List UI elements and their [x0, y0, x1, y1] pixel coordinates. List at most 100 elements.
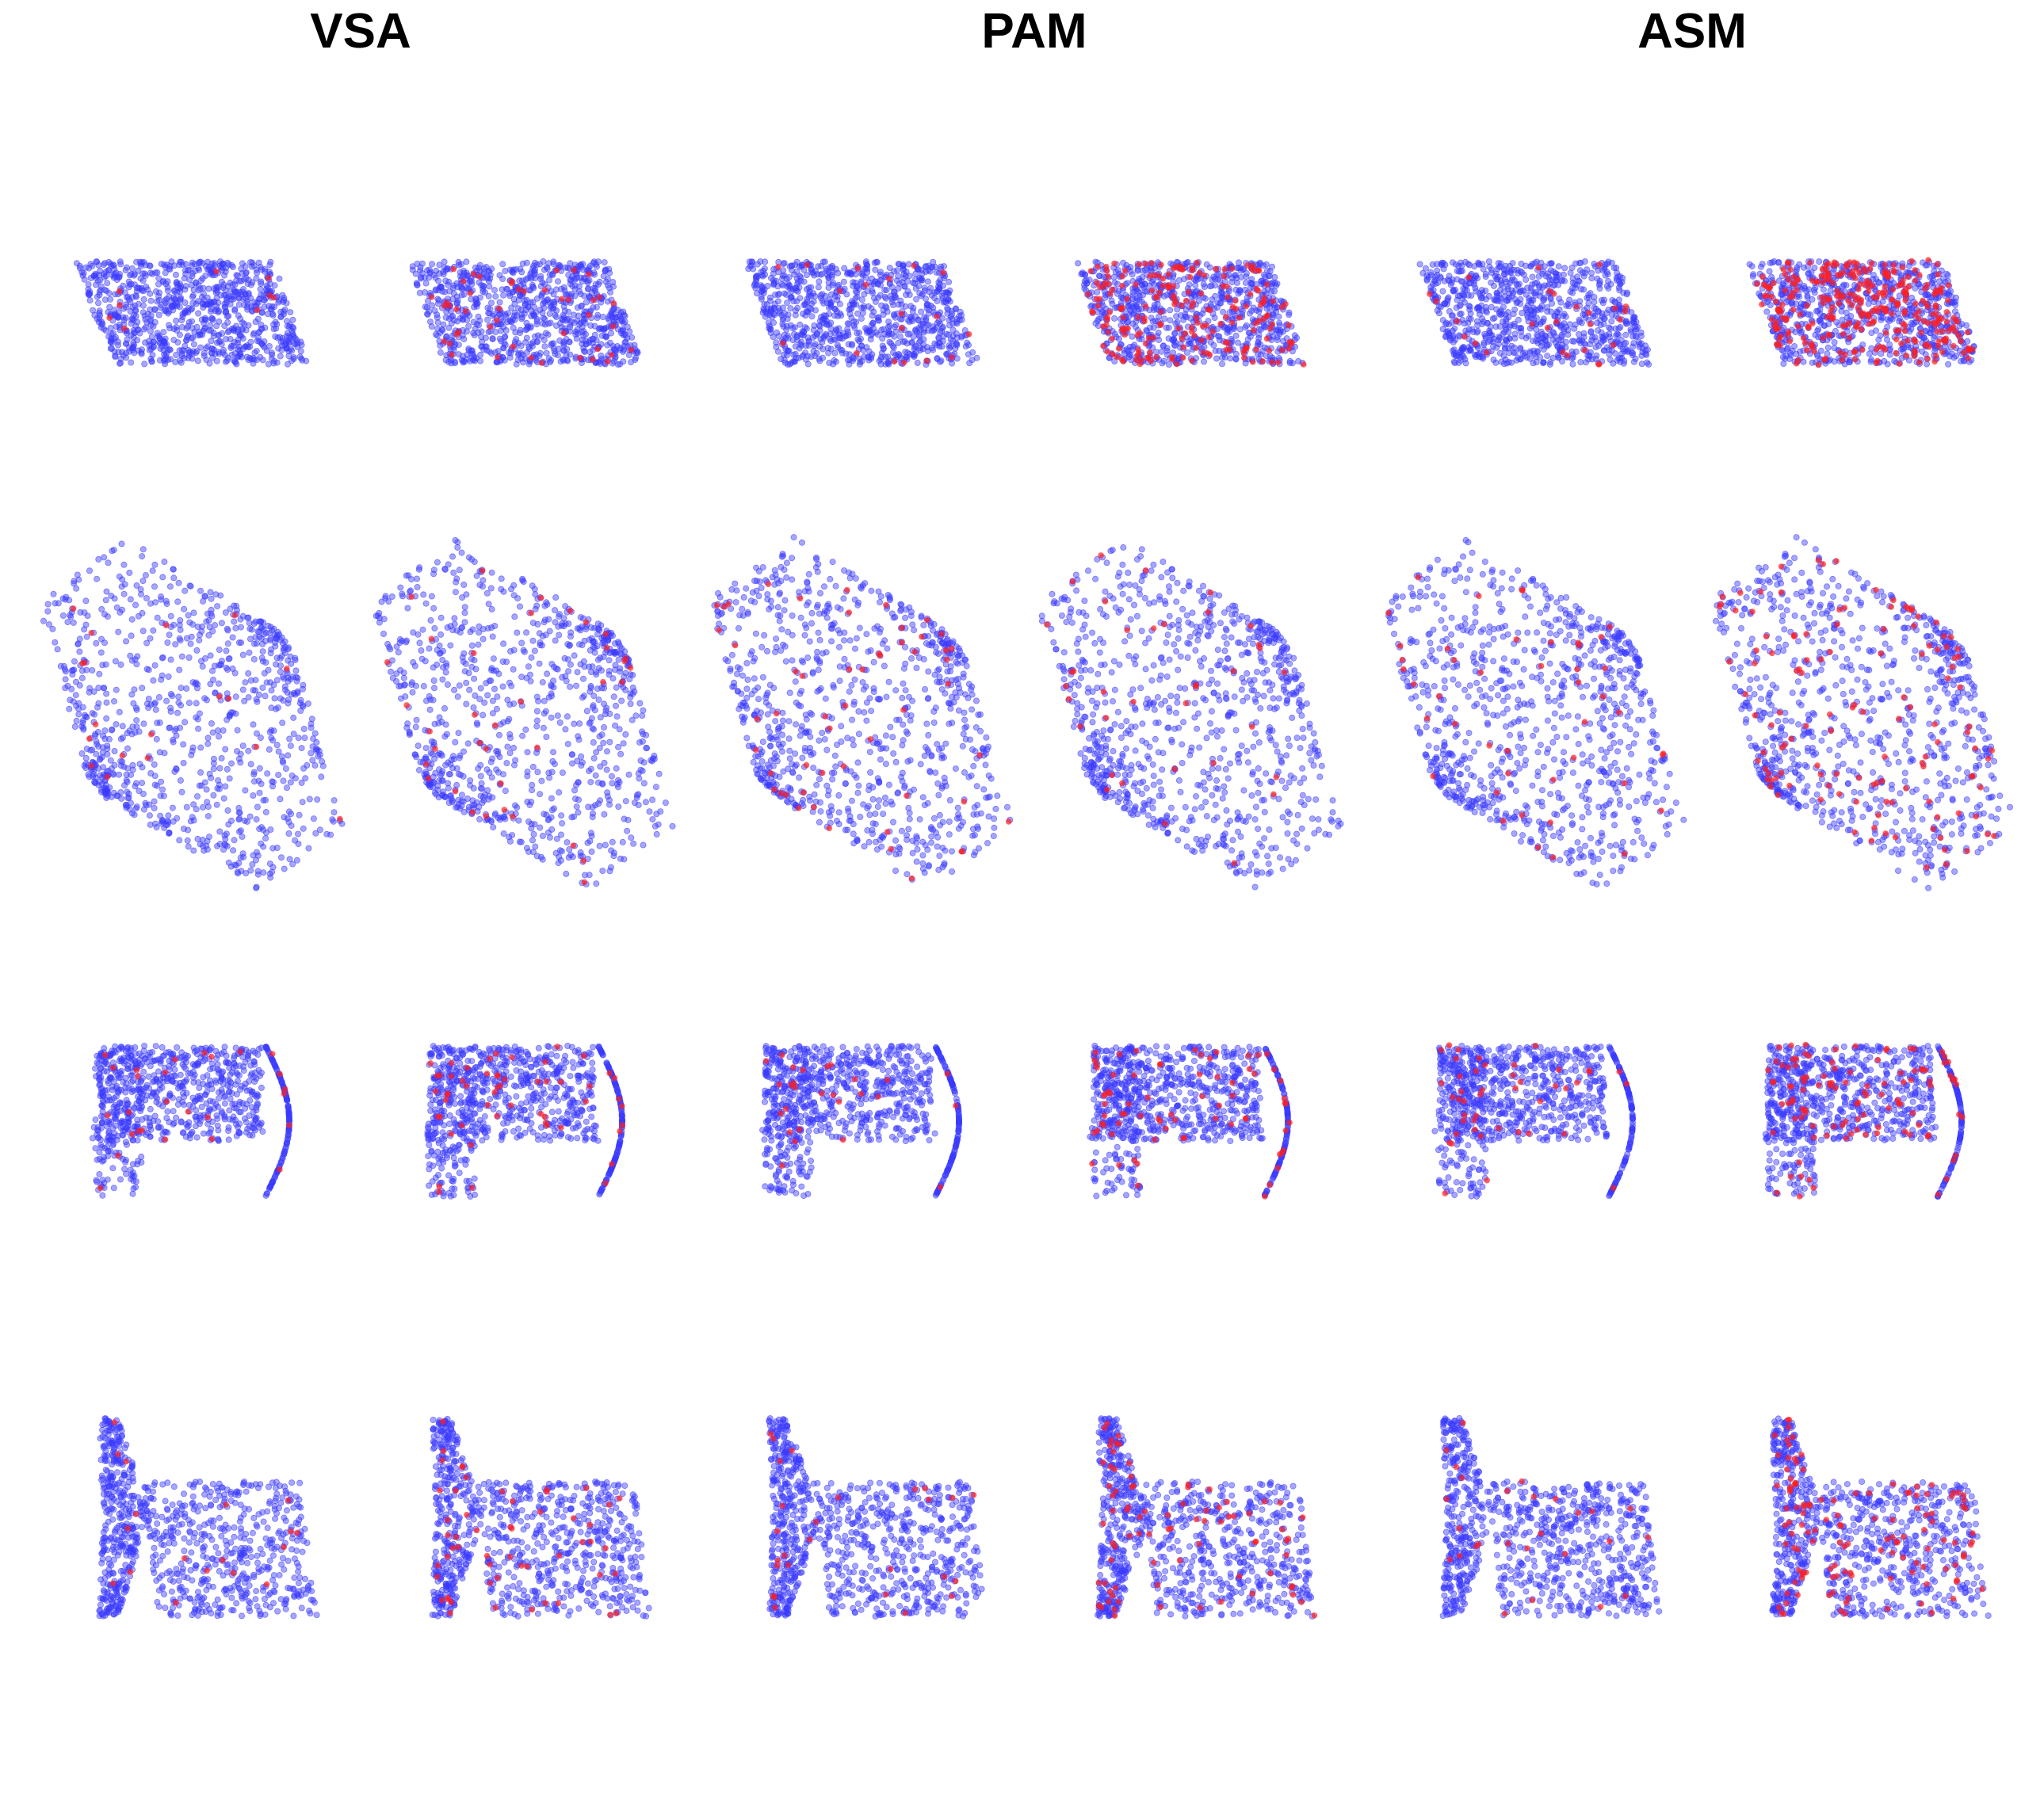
point	[520, 261, 525, 266]
point	[751, 283, 757, 288]
highlight-point	[1258, 302, 1264, 308]
highlight-point	[1133, 281, 1139, 288]
point	[522, 340, 528, 345]
point	[774, 344, 779, 349]
point	[1135, 288, 1140, 294]
point	[1126, 303, 1132, 309]
point	[948, 344, 953, 349]
highlight-point	[1241, 355, 1247, 361]
point	[208, 269, 214, 275]
highlight-point	[1085, 292, 1091, 298]
point	[873, 299, 878, 304]
highlight-point	[1270, 321, 1276, 327]
point	[294, 338, 300, 343]
point	[548, 342, 554, 348]
point	[497, 300, 502, 305]
point	[893, 329, 899, 334]
point	[797, 296, 803, 301]
point	[820, 259, 826, 265]
point	[1646, 361, 1652, 367]
point	[1540, 271, 1545, 277]
point	[1500, 331, 1506, 337]
point	[901, 271, 907, 277]
point	[169, 259, 174, 265]
point	[565, 358, 571, 364]
point	[970, 349, 976, 355]
point	[575, 305, 580, 311]
point	[1503, 312, 1508, 318]
highlight-point	[441, 303, 448, 309]
point	[147, 328, 153, 334]
point	[919, 276, 924, 281]
highlight-point	[1119, 273, 1125, 280]
point	[1435, 307, 1440, 313]
point	[770, 311, 776, 317]
highlight-point	[1535, 265, 1542, 271]
point	[502, 268, 508, 273]
point	[620, 326, 625, 332]
point	[850, 358, 855, 364]
point	[1163, 325, 1169, 330]
point	[1236, 265, 1241, 271]
highlight-point	[1175, 326, 1182, 332]
point	[123, 315, 128, 321]
point	[595, 312, 601, 318]
point	[143, 316, 148, 322]
point	[258, 279, 264, 284]
point	[1534, 359, 1539, 364]
point	[1503, 337, 1509, 342]
point	[1505, 284, 1511, 289]
highlight-point	[117, 302, 123, 308]
point	[909, 339, 915, 345]
highlight-point	[1147, 273, 1153, 279]
point	[493, 330, 499, 335]
point	[1512, 307, 1518, 312]
point	[896, 340, 901, 345]
point	[808, 267, 814, 273]
highlight-point	[1240, 349, 1247, 356]
point	[1608, 326, 1614, 331]
point	[210, 316, 216, 322]
point	[214, 307, 220, 312]
highlight-point	[1586, 310, 1592, 316]
point	[575, 313, 581, 319]
highlight-point	[1269, 359, 1275, 365]
point	[518, 330, 523, 336]
point	[905, 278, 911, 284]
point	[921, 337, 926, 342]
highlight-point	[1250, 359, 1256, 365]
highlight-point	[1617, 317, 1623, 323]
point	[583, 300, 589, 305]
point	[198, 345, 204, 350]
highlight-point	[1144, 355, 1151, 361]
point	[929, 328, 934, 334]
highlight-point	[949, 354, 955, 361]
point	[1515, 317, 1521, 322]
point	[224, 308, 229, 314]
highlight-point	[1223, 314, 1229, 320]
point	[1599, 334, 1605, 339]
point	[457, 315, 463, 321]
highlight-point	[1194, 345, 1200, 351]
point	[1572, 326, 1577, 331]
point	[1616, 284, 1622, 290]
point	[558, 359, 564, 364]
point	[869, 352, 875, 357]
point	[498, 328, 503, 334]
highlight-point	[1623, 303, 1629, 310]
point	[854, 290, 860, 296]
point	[578, 292, 583, 297]
point	[122, 290, 128, 296]
point	[754, 291, 759, 296]
point	[74, 261, 79, 266]
point	[894, 278, 900, 284]
highlight-point	[1183, 298, 1190, 304]
point	[480, 288, 486, 294]
point	[1440, 326, 1446, 332]
point	[788, 322, 793, 328]
point	[1817, 259, 1822, 265]
point	[196, 261, 201, 266]
point	[112, 336, 117, 342]
highlight-point	[1466, 274, 1473, 280]
point	[1483, 274, 1488, 280]
